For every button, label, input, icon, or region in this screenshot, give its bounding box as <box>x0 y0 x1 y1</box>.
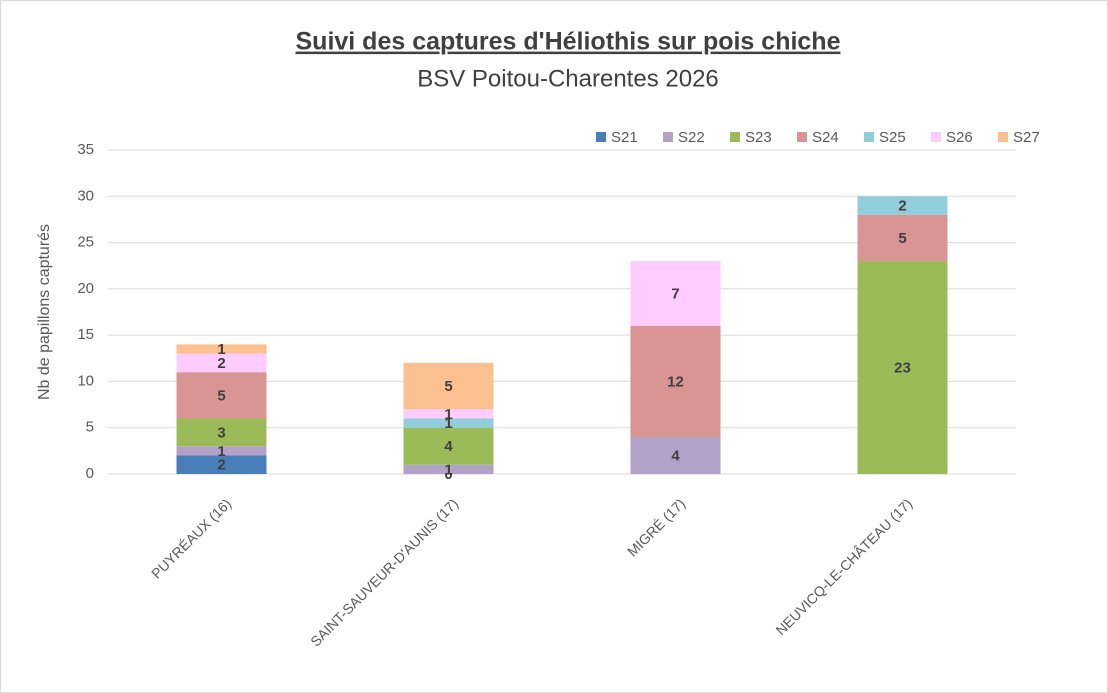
bar-segment <box>176 353 267 373</box>
legend-swatch <box>998 132 1008 142</box>
data-label: 12 <box>667 373 684 390</box>
legend-label: S21 <box>611 129 638 146</box>
y-tick-label: 0 <box>86 465 94 482</box>
data-label: 1 <box>444 406 452 423</box>
bar-segment <box>403 409 494 419</box>
y-tick-label: 30 <box>77 187 94 204</box>
bar-segment <box>857 196 948 215</box>
bar-segment <box>176 418 267 447</box>
bar-segment <box>403 362 494 410</box>
legend-label: S25 <box>879 129 906 146</box>
legend-swatch <box>931 132 941 142</box>
chart-title: Suivi des captures d'Héliothis sur pois … <box>296 28 841 56</box>
y-tick-label: 35 <box>77 141 94 158</box>
bar-segment <box>176 344 267 354</box>
y-tick-label: 20 <box>77 280 94 297</box>
data-label: 4 <box>444 438 453 455</box>
legend-label: S23 <box>745 129 772 146</box>
data-label: 1 <box>217 341 225 358</box>
legend-swatch <box>797 132 807 142</box>
y-tick-label: 10 <box>77 372 94 389</box>
bar-segment <box>857 214 948 262</box>
data-label: 7 <box>671 285 679 302</box>
legend-label: S22 <box>678 129 705 146</box>
y-tick-label: 25 <box>77 234 94 251</box>
y-tick-label: 15 <box>77 326 94 343</box>
bar-segment <box>630 436 721 474</box>
bar-segment <box>403 418 494 428</box>
chart-subtitle: BSV Poitou-Charentes 2026 <box>417 65 719 92</box>
data-label: 23 <box>894 360 911 377</box>
data-label: 5 <box>217 387 225 404</box>
bar-segment <box>857 261 948 474</box>
bar-segment <box>630 325 721 437</box>
data-label: 2 <box>898 198 906 215</box>
legend-label: S24 <box>812 129 839 146</box>
data-label: 2 <box>217 457 225 474</box>
data-label: 5 <box>444 378 452 395</box>
bar-segment <box>630 261 721 326</box>
legend-label: S27 <box>1013 129 1040 146</box>
data-label: 3 <box>217 424 225 441</box>
legend-swatch <box>730 132 740 142</box>
bar-segment <box>176 446 267 456</box>
bar-segment <box>403 464 494 474</box>
legend-swatch <box>596 132 606 142</box>
data-label: 4 <box>671 447 680 464</box>
bar-segment <box>403 427 494 465</box>
data-label: 2 <box>217 355 225 372</box>
data-label: 0 <box>444 466 452 483</box>
bar-segment <box>176 372 267 419</box>
y-tick-label: 5 <box>86 419 94 436</box>
legend-swatch <box>663 132 673 142</box>
data-label: 1 <box>444 415 452 432</box>
legend-swatch <box>864 132 874 142</box>
data-label: 1 <box>217 443 225 460</box>
data-label: 5 <box>898 230 906 247</box>
bar-segment <box>176 455 267 474</box>
y-axis-label: Nb de papillons capturés <box>36 224 53 400</box>
data-label: 1 <box>444 461 452 478</box>
legend-label: S26 <box>946 129 973 146</box>
